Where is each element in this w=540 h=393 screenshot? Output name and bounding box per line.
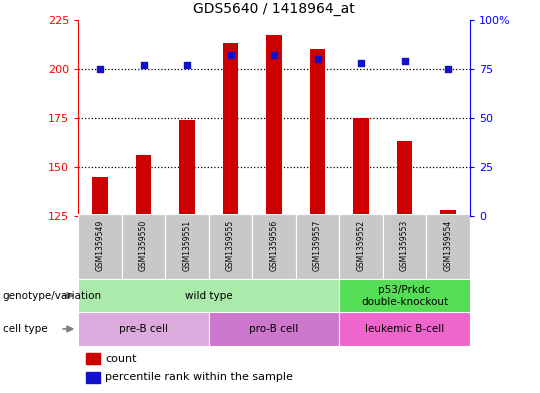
Title: GDS5640 / 1418964_at: GDS5640 / 1418964_at: [193, 2, 355, 16]
FancyBboxPatch shape: [78, 279, 339, 312]
Point: [226, 52, 235, 58]
Bar: [223, 43, 238, 216]
Text: p53/Prkdc
double-knockout: p53/Prkdc double-knockout: [361, 285, 448, 307]
Point: [444, 66, 453, 72]
FancyBboxPatch shape: [209, 214, 252, 279]
Text: pre-B cell: pre-B cell: [119, 324, 168, 334]
Bar: [86, 353, 100, 364]
Point: [183, 62, 191, 68]
Point: [139, 62, 148, 68]
Bar: [441, 210, 456, 216]
FancyBboxPatch shape: [339, 279, 470, 312]
Text: wild type: wild type: [185, 291, 233, 301]
Text: GSM1359552: GSM1359552: [356, 220, 366, 271]
Bar: [92, 177, 107, 216]
Text: cell type: cell type: [3, 324, 48, 334]
Text: GSM1359555: GSM1359555: [226, 220, 235, 271]
Bar: [397, 141, 412, 216]
Text: GSM1359557: GSM1359557: [313, 220, 322, 271]
Bar: [86, 372, 100, 383]
Point: [313, 56, 322, 62]
Text: pro-B cell: pro-B cell: [249, 324, 299, 334]
Bar: [310, 49, 325, 216]
Text: percentile rank within the sample: percentile rank within the sample: [105, 373, 293, 382]
Point: [96, 66, 104, 72]
Text: GSM1359554: GSM1359554: [443, 220, 453, 271]
Bar: [179, 120, 194, 216]
Bar: [354, 118, 369, 216]
FancyBboxPatch shape: [383, 214, 426, 279]
FancyBboxPatch shape: [252, 214, 296, 279]
FancyBboxPatch shape: [78, 214, 122, 279]
Text: leukemic B-cell: leukemic B-cell: [365, 324, 444, 334]
FancyBboxPatch shape: [339, 312, 470, 346]
Bar: [266, 35, 282, 216]
FancyBboxPatch shape: [209, 312, 339, 346]
Bar: [136, 155, 151, 216]
Text: GSM1359550: GSM1359550: [139, 220, 148, 271]
FancyBboxPatch shape: [339, 214, 383, 279]
FancyBboxPatch shape: [296, 214, 339, 279]
Text: count: count: [105, 354, 137, 364]
Point: [400, 58, 409, 64]
Text: genotype/variation: genotype/variation: [3, 290, 102, 301]
FancyBboxPatch shape: [165, 214, 209, 279]
FancyBboxPatch shape: [122, 214, 165, 279]
Point: [357, 60, 366, 66]
FancyBboxPatch shape: [426, 214, 470, 279]
Text: GSM1359553: GSM1359553: [400, 220, 409, 271]
Text: GSM1359551: GSM1359551: [183, 220, 192, 271]
Text: GSM1359556: GSM1359556: [269, 220, 279, 271]
Text: GSM1359549: GSM1359549: [96, 220, 105, 271]
Point: [270, 52, 279, 58]
FancyBboxPatch shape: [78, 312, 209, 346]
